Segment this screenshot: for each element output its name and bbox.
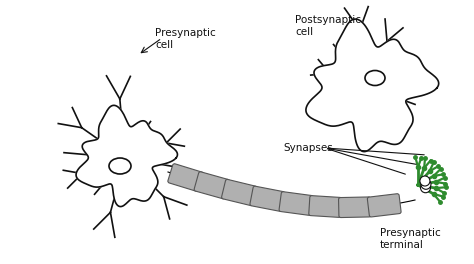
Ellipse shape: [109, 158, 131, 174]
FancyBboxPatch shape: [309, 196, 342, 217]
Text: Presynaptic
terminal: Presynaptic terminal: [380, 228, 441, 250]
Text: Synapses: Synapses: [283, 143, 333, 153]
Ellipse shape: [365, 70, 385, 86]
Text: Presynaptic
cell: Presynaptic cell: [155, 28, 216, 50]
FancyBboxPatch shape: [168, 164, 203, 191]
FancyBboxPatch shape: [194, 172, 229, 199]
FancyBboxPatch shape: [250, 186, 284, 211]
Ellipse shape: [421, 179, 431, 189]
FancyBboxPatch shape: [279, 192, 313, 215]
Text: Postsynaptic
cell: Postsynaptic cell: [295, 15, 361, 37]
Polygon shape: [76, 105, 177, 207]
FancyBboxPatch shape: [367, 194, 401, 217]
Ellipse shape: [420, 183, 430, 193]
FancyBboxPatch shape: [221, 179, 256, 206]
Ellipse shape: [420, 176, 430, 186]
FancyBboxPatch shape: [338, 197, 371, 218]
Polygon shape: [306, 19, 439, 152]
